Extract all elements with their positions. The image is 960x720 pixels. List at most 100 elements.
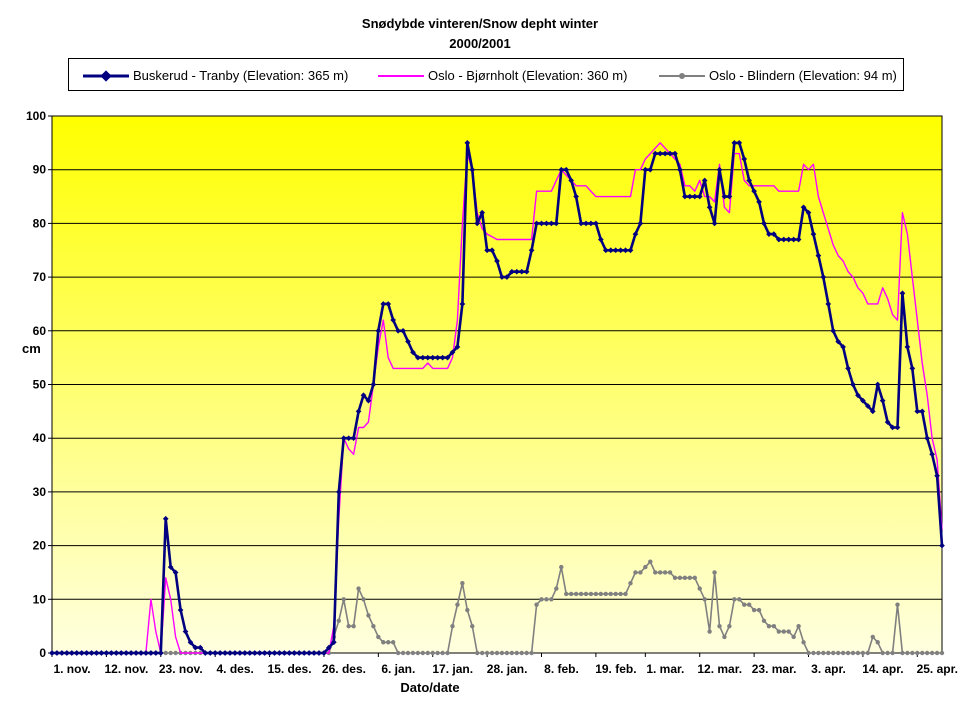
data-point	[653, 570, 658, 575]
data-point	[499, 274, 505, 280]
data-point	[68, 650, 75, 656]
data-point	[598, 591, 604, 597]
data-point	[103, 650, 110, 656]
data-point	[400, 650, 406, 656]
data-point	[78, 650, 85, 656]
series-1	[52, 142, 943, 654]
data-point	[642, 166, 649, 173]
data-point	[701, 177, 708, 184]
data-point	[509, 650, 515, 656]
data-point	[301, 650, 307, 656]
data-point	[746, 177, 752, 184]
data-point	[697, 586, 702, 591]
data-point	[696, 193, 703, 200]
data-point	[889, 424, 896, 431]
x-tick-label: 23. mar.	[752, 662, 797, 676]
data-point	[751, 188, 757, 195]
data-point	[890, 650, 895, 656]
x-tick-label: 1. nov.	[53, 662, 90, 676]
data-point	[643, 564, 648, 570]
y-tick-label: 50	[33, 378, 47, 392]
data-point	[474, 220, 481, 227]
data-point	[504, 274, 510, 280]
data-point	[366, 613, 371, 618]
data-point	[59, 650, 65, 656]
data-point	[737, 597, 742, 602]
data-point	[617, 247, 624, 254]
data-point	[721, 193, 728, 200]
y-tick-label: 90	[33, 163, 47, 177]
data-point	[939, 650, 945, 656]
data-point	[885, 650, 890, 656]
data-point	[54, 650, 60, 656]
data-point	[934, 472, 940, 479]
data-point	[845, 365, 851, 372]
data-point	[929, 451, 935, 458]
data-point	[64, 650, 70, 656]
data-point	[118, 650, 125, 656]
data-point	[845, 650, 851, 656]
data-point	[172, 569, 179, 576]
legend-item-blindern: Oslo - Blindern (Elevation: 94 m)	[659, 59, 897, 92]
data-point	[217, 650, 223, 656]
series-0	[49, 140, 945, 656]
data-point	[83, 650, 90, 656]
data-point	[123, 650, 129, 656]
data-point	[553, 220, 560, 227]
data-point	[761, 618, 767, 623]
data-point	[761, 220, 767, 227]
data-point	[381, 640, 386, 645]
data-point	[623, 591, 628, 597]
legend-swatch-bjornholt	[378, 74, 424, 77]
data-point	[687, 193, 693, 200]
legend-label-blindern: Oslo - Blindern (Elevation: 94 m)	[709, 68, 897, 83]
data-point	[865, 650, 871, 656]
series-line	[52, 142, 943, 654]
data-point	[593, 591, 599, 597]
data-point	[311, 650, 317, 656]
data-point	[707, 629, 712, 634]
data-point	[627, 247, 634, 254]
data-point	[49, 650, 55, 656]
data-point	[781, 629, 786, 634]
data-point	[618, 591, 623, 597]
data-point	[628, 580, 633, 586]
data-point	[167, 564, 174, 570]
data-point	[667, 570, 673, 575]
data-point	[602, 247, 609, 254]
data-point	[711, 220, 718, 227]
data-point	[904, 344, 911, 350]
data-point	[355, 408, 362, 415]
data-point	[519, 650, 524, 656]
data-point	[865, 403, 871, 409]
data-point	[795, 236, 802, 243]
data-point	[672, 575, 678, 581]
data-point	[504, 650, 510, 656]
data-point	[539, 597, 544, 602]
data-point	[791, 634, 796, 640]
data-point	[251, 650, 258, 656]
data-point	[489, 650, 495, 656]
data-point	[855, 392, 861, 399]
data-point	[425, 650, 430, 656]
x-tick-label: 3. apr.	[811, 662, 846, 676]
data-point	[855, 650, 861, 656]
legend-item-tranby: Buskerud - Tranby (Elevation: 365 m)	[83, 59, 348, 92]
data-point	[420, 354, 426, 361]
data-point	[410, 650, 416, 656]
data-point	[153, 650, 159, 656]
data-point	[558, 166, 565, 173]
data-point	[717, 623, 722, 629]
data-point	[554, 586, 559, 591]
data-point	[390, 317, 396, 323]
data-point	[133, 650, 139, 656]
data-point	[306, 650, 312, 656]
data-point	[475, 650, 480, 656]
data-point	[163, 650, 168, 656]
legend-label-bjornholt: Oslo - Bjørnholt (Elevation: 360 m)	[428, 68, 628, 83]
data-point	[335, 489, 342, 495]
y-axis-label: cm	[22, 341, 41, 356]
x-axis: 1. nov. 12. nov. 23. nov. 4. des. 15. des. 26…	[51, 652, 958, 676]
data-point	[835, 650, 841, 656]
data-point	[232, 650, 238, 656]
